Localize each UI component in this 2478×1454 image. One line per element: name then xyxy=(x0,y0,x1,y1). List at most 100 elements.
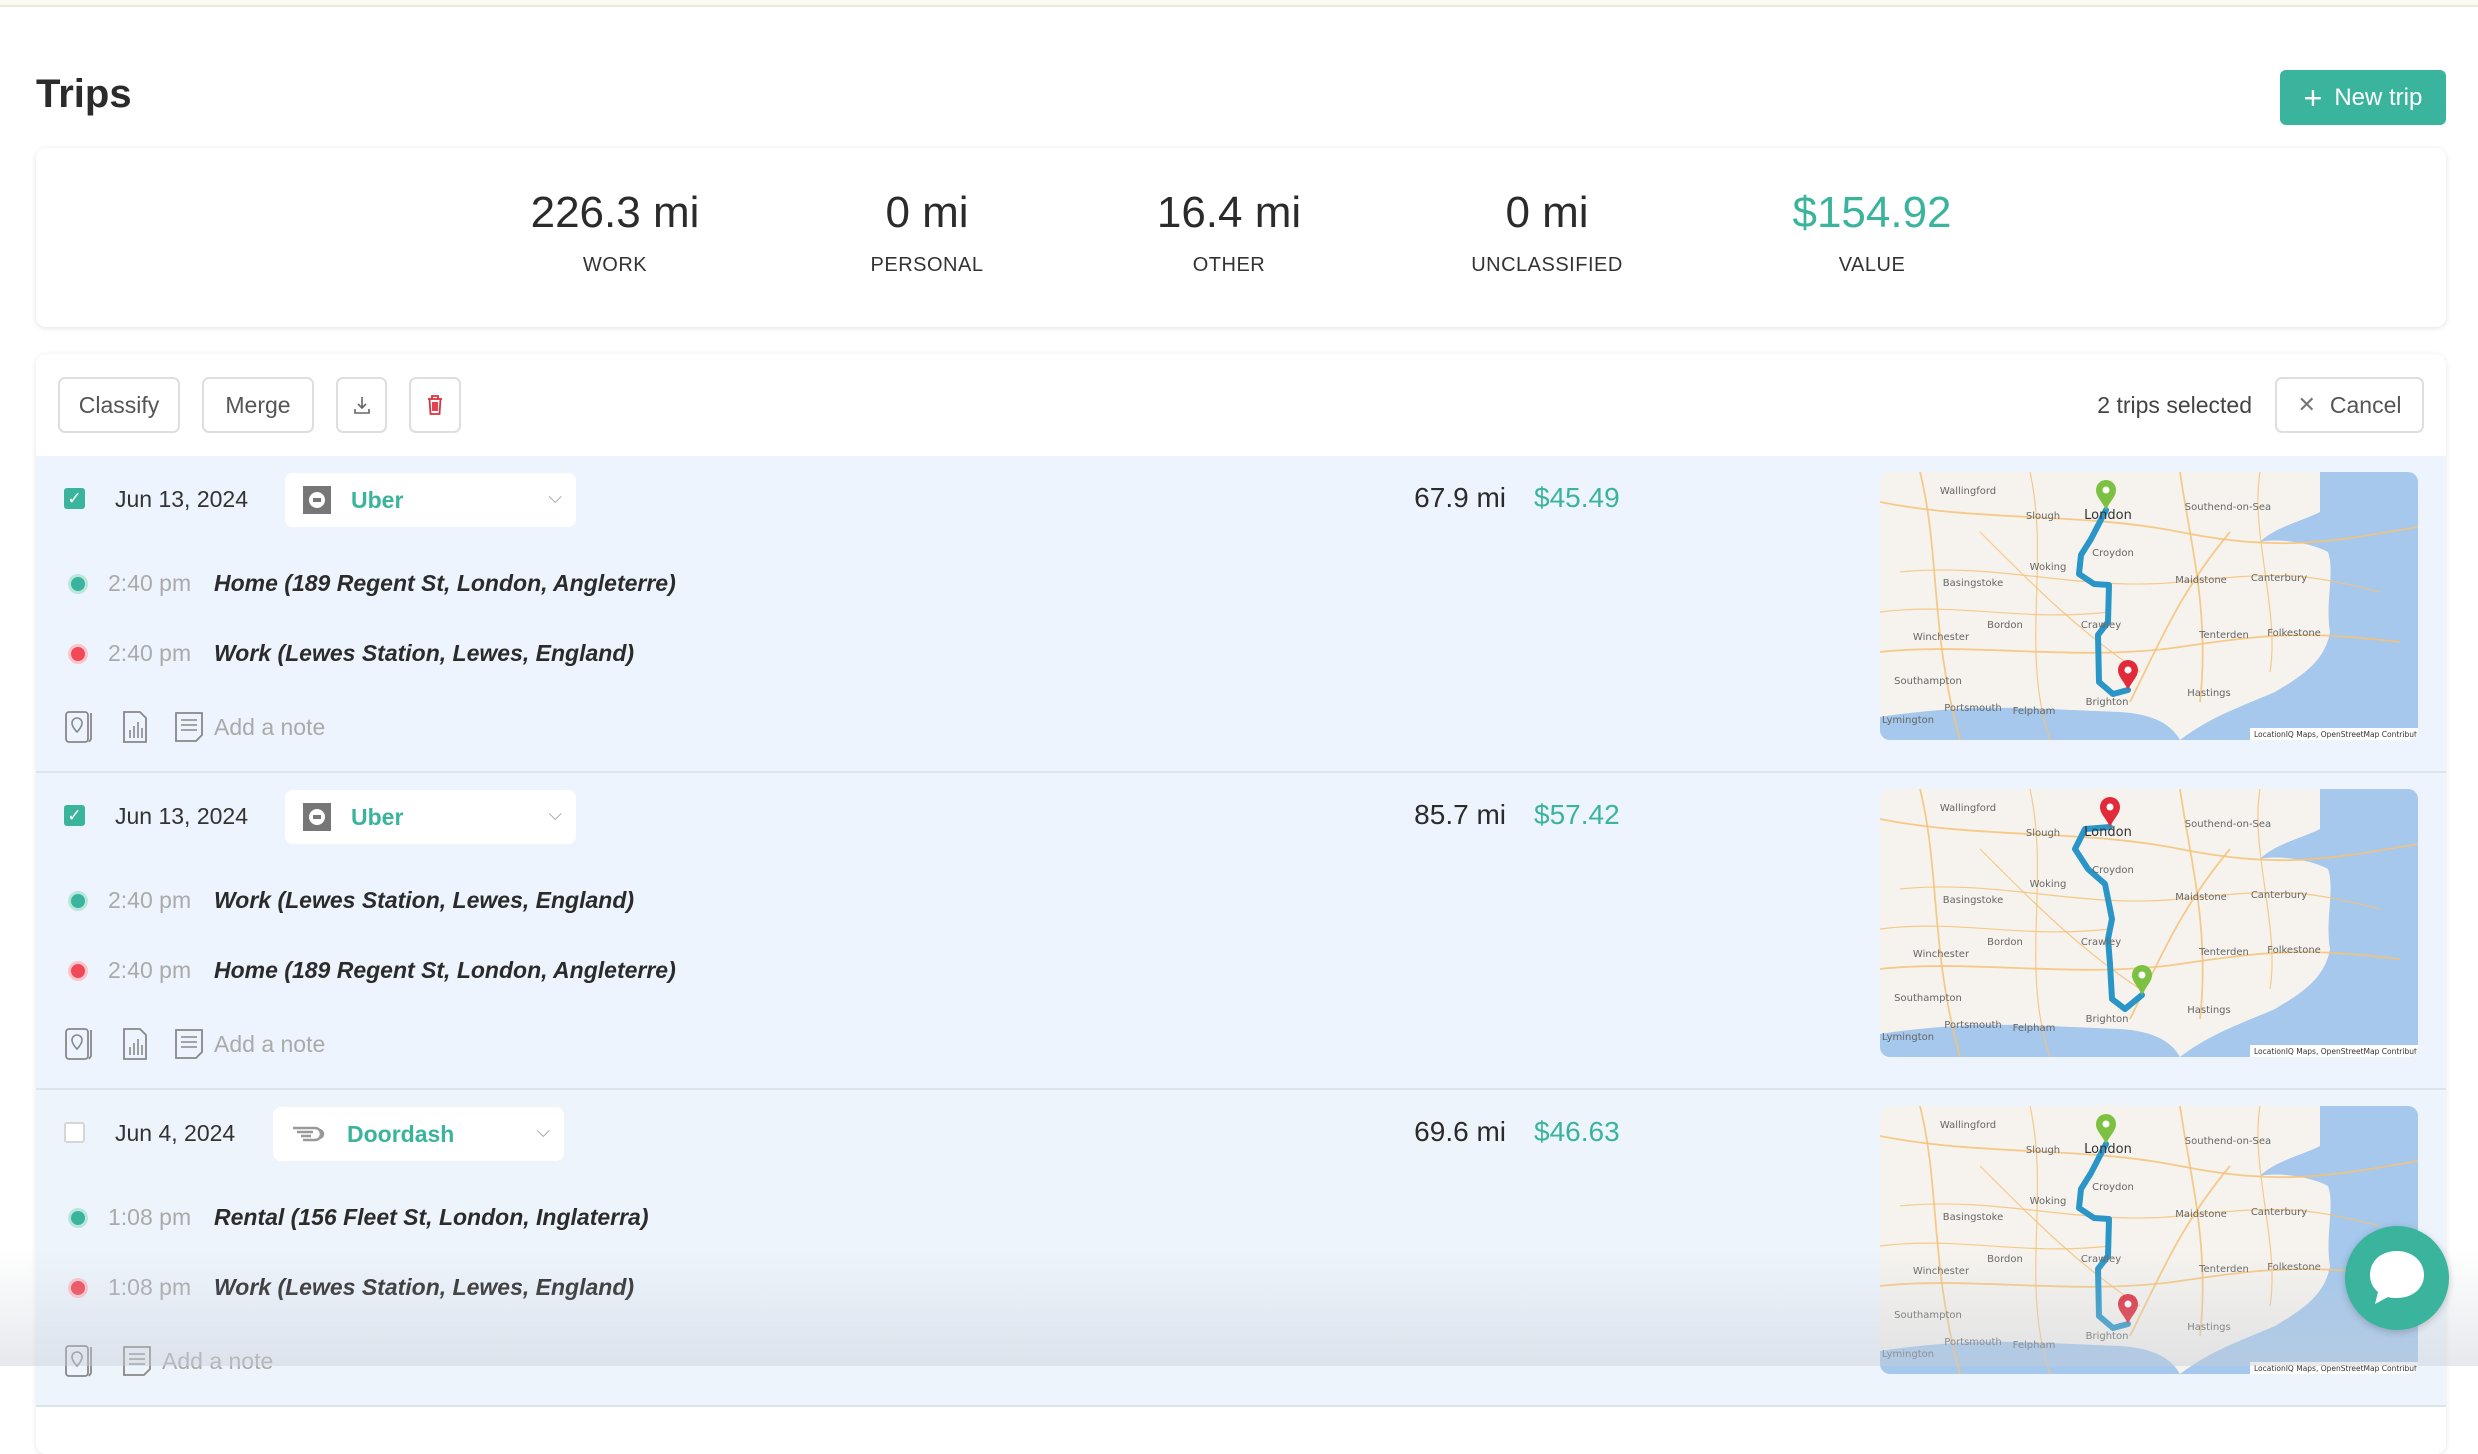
map-label: Folkestone xyxy=(2267,1262,2321,1273)
start-dot-icon xyxy=(68,890,88,911)
map-attribution: LocationIQ Maps, OpenStreetMap Contribut… xyxy=(2254,1047,2418,1056)
end-pin-icon xyxy=(2118,660,2138,690)
map-road xyxy=(1979,848,2141,990)
map-label: Hastings xyxy=(2187,1005,2230,1016)
start-address: Home (189 Regent St, London, Angleterre) xyxy=(214,570,676,596)
map-route xyxy=(2076,507,2131,697)
map-road xyxy=(1919,472,1961,740)
map-label: Tenterden xyxy=(2198,630,2249,641)
map-label: Basingstoke xyxy=(1943,895,2004,906)
start-dot-icon xyxy=(68,573,88,594)
top-border xyxy=(0,0,2478,7)
map-sea-south xyxy=(1880,707,2180,740)
map-label: Southampton xyxy=(1894,1310,1962,1321)
trip-row[interactable]: ✓ Jun 13, 2024 Uber ⌵ 85.7 mi $57.42 2:4… xyxy=(36,773,2446,1090)
map-label: Canterbury xyxy=(2251,1207,2307,1218)
stat-unclassified: 0 mi UNCLASSIFIED xyxy=(1397,188,1697,277)
trip-start: 1:08 pm Rental (156 Fleet St, London, In… xyxy=(68,1204,649,1231)
map-label: Crawley xyxy=(2081,937,2121,948)
add-note-link[interactable]: Add a note xyxy=(162,1347,274,1374)
map-road xyxy=(2129,531,2231,703)
trip-map[interactable]: Wallingford Slough London Southend-on-Sea Cr… xyxy=(1880,789,2418,1057)
new-trip-label: New trip xyxy=(2334,83,2423,111)
trip-start: 2:40 pm Work (Lewes Station, Lewes, Engl… xyxy=(68,887,634,914)
trip-row[interactable]: Jun 4, 2024 Doordash ⌵ 69.6 mi $46.63 1:… xyxy=(36,1090,2446,1407)
platform-dropdown[interactable]: Doordash ⌵ xyxy=(273,1107,564,1161)
add-note-link[interactable]: Add a note xyxy=(214,1030,326,1057)
map-label: Maidstone xyxy=(2175,575,2227,586)
map-label: Slough xyxy=(2026,1145,2060,1156)
chat-button[interactable] xyxy=(2345,1226,2449,1330)
map-road xyxy=(1880,1268,2401,1288)
platform-dropdown[interactable]: Uber ⌵ xyxy=(285,473,576,527)
map-label: Tenterden xyxy=(2198,947,2249,958)
map-road xyxy=(1899,569,2381,593)
trip-checkbox[interactable] xyxy=(64,1122,85,1143)
stat-label: UNCLASSIFIED xyxy=(1471,254,1623,276)
map-label: Felpham xyxy=(2013,1023,2056,1034)
trip-date: Jun 4, 2024 xyxy=(115,1120,236,1146)
classify-button[interactable]: Classify xyxy=(58,377,180,433)
end-dot-icon xyxy=(68,1277,88,1298)
trip-distance: 67.9 mi xyxy=(1414,482,1506,513)
merge-button[interactable]: Merge xyxy=(202,377,314,433)
map-label: Folkestone xyxy=(2267,945,2321,956)
trip-start: 2:40 pm Home (189 Regent St, London, Ang… xyxy=(68,570,676,597)
map-label: Winchester xyxy=(1913,1266,1970,1277)
add-note-link[interactable]: Add a note xyxy=(214,713,326,740)
map-road xyxy=(1979,1165,2141,1307)
cancel-button[interactable]: ✕ Cancel xyxy=(2275,377,2424,433)
map-road xyxy=(2179,789,2204,1020)
report-icon[interactable] xyxy=(122,1027,148,1061)
map-road xyxy=(2029,789,2051,1057)
map-road xyxy=(2257,789,2273,990)
platform-dropdown[interactable]: Uber ⌵ xyxy=(285,790,576,844)
note-icon[interactable] xyxy=(174,1028,204,1060)
stat-value-total: $154.92 VALUE xyxy=(1722,188,2022,277)
map-label: Wallingford xyxy=(1940,486,1996,497)
map-label: Southend-on-Sea xyxy=(2185,1136,2271,1147)
start-time: 2:40 pm xyxy=(108,887,192,913)
delete-button[interactable] xyxy=(409,377,461,433)
map-label: Tenterden xyxy=(2198,1264,2249,1275)
end-time: 2:40 pm xyxy=(108,957,192,983)
trip-distance: 69.6 mi xyxy=(1414,1116,1506,1147)
map-road xyxy=(1880,818,2418,862)
download-button[interactable] xyxy=(336,377,387,433)
map-label: Winchester xyxy=(1913,632,1970,643)
map-road xyxy=(1880,1135,2418,1179)
map-label: Bordon xyxy=(1987,937,2023,948)
map-road xyxy=(2029,472,2051,740)
map-road xyxy=(2129,1165,2231,1337)
map-road xyxy=(1899,886,2381,910)
map-road xyxy=(1880,1242,2111,1250)
map-pin-edit-icon[interactable] xyxy=(64,1344,96,1378)
map-svg: Wallingford Slough London Southend-on-Sea Cr… xyxy=(1880,1106,2418,1374)
report-icon[interactable] xyxy=(122,710,148,744)
trip-row[interactable]: ✓ Jun 13, 2024 Uber ⌵ 67.9 mi $45.49 2:4… xyxy=(36,456,2446,773)
trip-map[interactable]: Wallingford Slough London Southend-on-Sea Cr… xyxy=(1880,472,2418,740)
trip-checkbox[interactable]: ✓ xyxy=(64,488,85,509)
map-attribution: LocationIQ Maps, OpenStreetMap Contribut… xyxy=(2254,1364,2418,1373)
trip-value: $45.49 xyxy=(1534,482,1620,513)
map-road xyxy=(1880,634,2401,654)
map-label: Canterbury xyxy=(2251,573,2307,584)
map-road xyxy=(2179,1106,2204,1337)
stat-personal: 0 mi PERSONAL xyxy=(777,188,1077,277)
trip-value: $46.63 xyxy=(1534,1116,1620,1147)
map-label: Winchester xyxy=(1913,949,1970,960)
new-trip-button[interactable]: + New trip xyxy=(2280,70,2446,125)
map-sea-south xyxy=(1880,1024,2180,1057)
note-icon[interactable] xyxy=(122,1345,152,1377)
doordash-icon xyxy=(293,1126,325,1142)
trip-end: 2:40 pm Work (Lewes Station, Lewes, Engl… xyxy=(68,640,634,667)
trip-checkbox[interactable]: ✓ xyxy=(64,805,85,826)
trash-icon xyxy=(428,395,442,415)
trip-map[interactable]: Wallingford Slough London Southend-on-Sea Cr… xyxy=(1880,1106,2418,1374)
end-pin-icon xyxy=(2118,1294,2138,1324)
map-pin-edit-icon[interactable] xyxy=(64,1027,96,1061)
map-road xyxy=(1919,1106,1961,1374)
start-pin-icon-hole xyxy=(2138,971,2146,979)
note-icon[interactable] xyxy=(174,711,204,743)
map-pin-edit-icon[interactable] xyxy=(64,710,96,744)
